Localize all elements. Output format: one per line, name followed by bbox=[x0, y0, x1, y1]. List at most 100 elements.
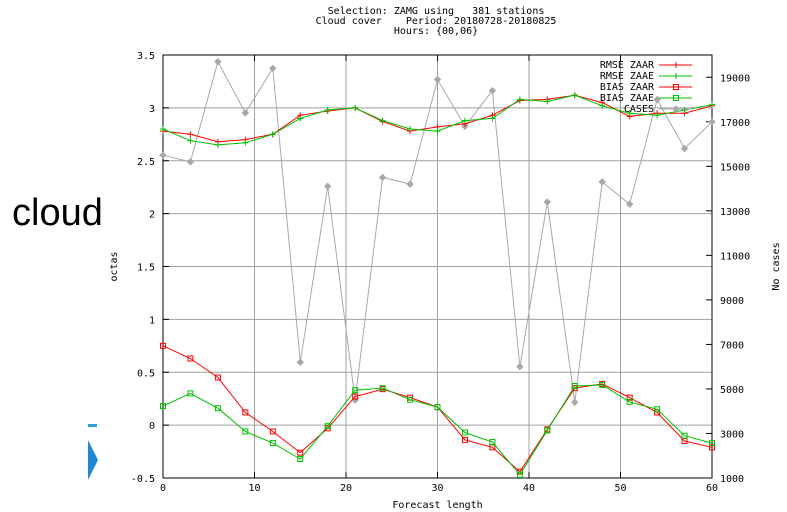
chart-title-line: Hours: {00,06} bbox=[394, 26, 478, 37]
y-tick-label: 3.5 bbox=[137, 51, 155, 62]
cloud-label: cloud bbox=[12, 192, 103, 234]
data-point bbox=[297, 449, 304, 456]
data-point bbox=[160, 126, 166, 133]
y-tick-label: 0.5 bbox=[137, 368, 155, 379]
data-point bbox=[214, 374, 221, 381]
data-point bbox=[269, 64, 277, 73]
data-point bbox=[598, 178, 606, 186]
y-tick-label: -0.5 bbox=[131, 474, 155, 485]
data-point bbox=[186, 158, 195, 166]
data-point bbox=[434, 128, 441, 135]
data-point bbox=[626, 398, 633, 405]
data-point bbox=[379, 117, 386, 124]
gridlines bbox=[163, 55, 712, 478]
data-point bbox=[461, 117, 468, 124]
data-point bbox=[599, 102, 606, 109]
data-point bbox=[673, 95, 679, 101]
data-point bbox=[407, 396, 414, 403]
x-tick-label: 10 bbox=[248, 483, 260, 494]
legend-entry-label: CASES bbox=[624, 104, 654, 115]
data-point bbox=[406, 180, 414, 188]
data-point bbox=[187, 355, 194, 362]
x-tick-label: 30 bbox=[431, 483, 443, 494]
y-tick-label: 1 bbox=[149, 315, 155, 326]
data-point bbox=[434, 404, 441, 411]
x-axis-label: Forecast length bbox=[392, 500, 482, 511]
data-point bbox=[681, 106, 688, 113]
data-point bbox=[242, 139, 249, 146]
data-point bbox=[599, 381, 606, 388]
data-point bbox=[323, 182, 332, 191]
data-point bbox=[516, 362, 524, 371]
x-tick-label: 40 bbox=[523, 483, 535, 494]
data-point bbox=[654, 112, 661, 119]
x-tick-label: 50 bbox=[614, 483, 626, 494]
data-point bbox=[297, 115, 304, 122]
data-point bbox=[352, 387, 359, 394]
chart-title-line: Cloud cover Period: 20180728-20180825 bbox=[316, 16, 557, 27]
x-tick-label: 0 bbox=[160, 483, 166, 494]
y2-tick-label: 17000 bbox=[720, 118, 750, 129]
data-point bbox=[379, 385, 386, 392]
data-point bbox=[673, 84, 679, 90]
y2-tick-label: 15000 bbox=[720, 162, 750, 173]
data-point bbox=[461, 429, 468, 436]
data-point bbox=[571, 382, 578, 389]
data-point bbox=[269, 428, 276, 435]
data-point bbox=[214, 405, 221, 412]
data-point bbox=[709, 440, 715, 447]
data-point bbox=[324, 423, 331, 430]
chart-title: Selection: ZAMG using 381 stationsCloud … bbox=[316, 6, 557, 37]
data-point bbox=[709, 444, 715, 451]
data-point bbox=[160, 403, 166, 410]
data-point bbox=[516, 471, 523, 478]
data-point bbox=[516, 96, 523, 103]
y-tick-label: 1.5 bbox=[137, 263, 155, 274]
data-point bbox=[653, 95, 661, 104]
legend-entry-label: BIAS ZAAE bbox=[600, 93, 654, 104]
data-point bbox=[544, 427, 551, 434]
data-point bbox=[241, 109, 250, 117]
y-tick-label: 3 bbox=[149, 104, 155, 115]
data-point bbox=[571, 398, 579, 407]
data-point bbox=[673, 62, 679, 68]
data-point bbox=[461, 436, 468, 443]
data-point bbox=[269, 440, 276, 447]
data-point bbox=[187, 137, 194, 144]
data-point bbox=[352, 393, 359, 400]
data-point bbox=[324, 106, 331, 113]
data-point bbox=[242, 409, 249, 416]
y2-tick-label: 7000 bbox=[720, 340, 744, 351]
data-point bbox=[489, 115, 496, 122]
y-tick-label: 2 bbox=[149, 210, 155, 221]
legend-entry-label: BIAS ZAAR bbox=[600, 82, 655, 93]
data-point bbox=[708, 118, 716, 126]
y2-tick-label: 13000 bbox=[720, 207, 750, 218]
x-tick-label: 60 bbox=[706, 483, 718, 494]
data-point bbox=[269, 131, 276, 138]
y-tick-label: 0 bbox=[149, 421, 155, 432]
data-point bbox=[488, 86, 497, 95]
y2-tick-label: 3000 bbox=[720, 429, 744, 440]
series-lines bbox=[159, 57, 716, 478]
y2-tick-label: 19000 bbox=[720, 73, 750, 84]
series-rmse-zaae bbox=[160, 92, 715, 148]
data-point bbox=[214, 141, 221, 148]
legend-entry-label: RMSE ZAAR bbox=[600, 60, 655, 71]
data-point bbox=[544, 98, 551, 105]
chart-title-line: Selection: ZAMG using 381 stations bbox=[328, 6, 545, 17]
data-point bbox=[433, 75, 442, 84]
axis-ticks: 0 10 20 30 40 50 60 -0.5 0 0.5 1 1.5 2 2.5 3 3.5 1000 300… bbox=[131, 51, 750, 494]
x-tick-label: 20 bbox=[340, 483, 352, 494]
data-point bbox=[626, 110, 633, 117]
data-point bbox=[625, 200, 634, 208]
series-cases bbox=[159, 57, 716, 407]
series-bias-zaae bbox=[160, 381, 715, 478]
data-point bbox=[214, 57, 222, 66]
data-point bbox=[407, 126, 414, 133]
y2-tick-label: 5000 bbox=[720, 385, 744, 396]
decorative-bar bbox=[88, 424, 97, 427]
data-point bbox=[543, 198, 552, 206]
